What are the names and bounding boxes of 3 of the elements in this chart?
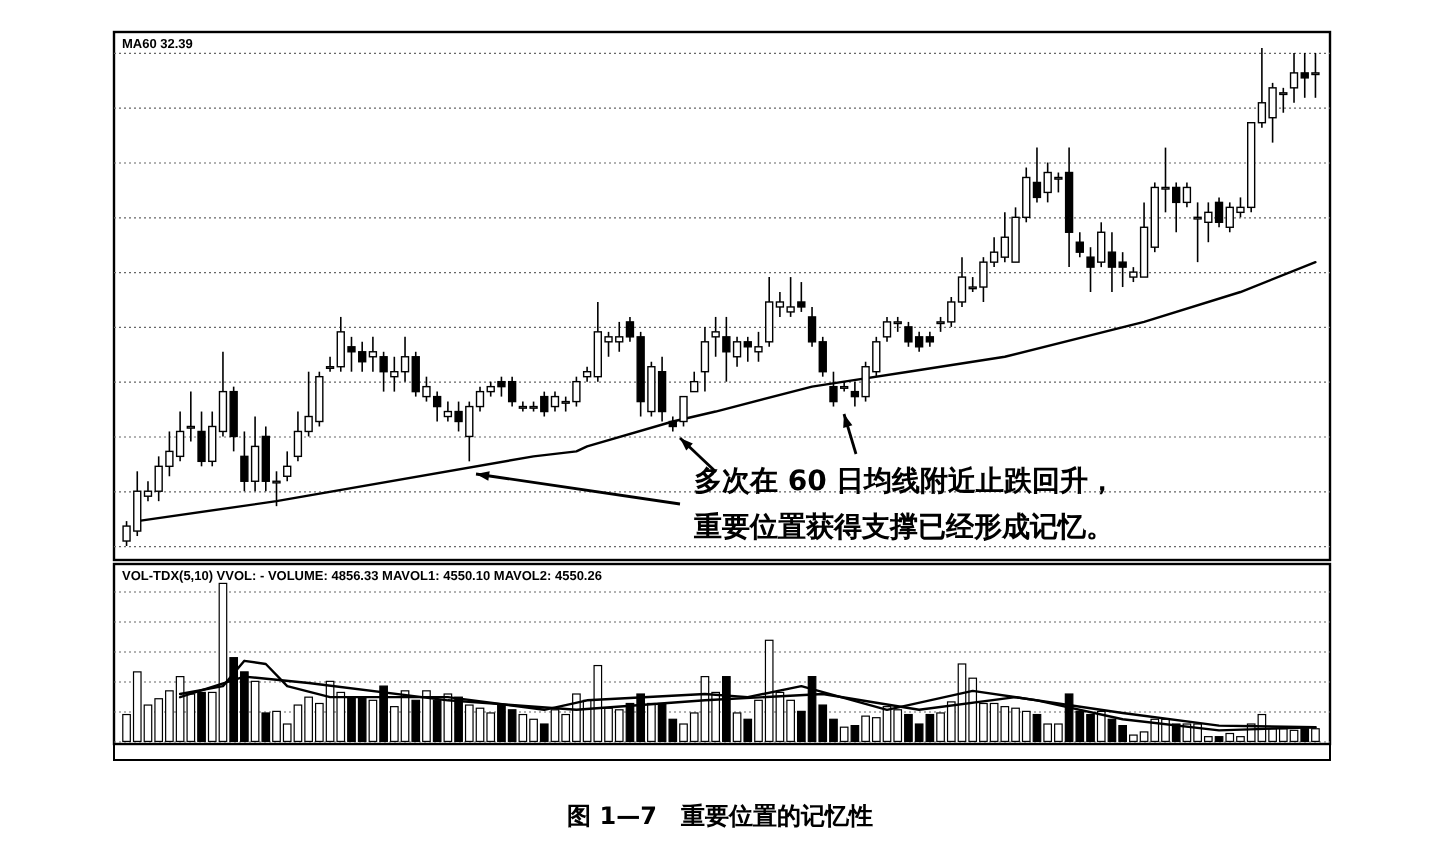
caption: 图 1—7 重要位置的记忆性 <box>567 802 873 830</box>
annotation: 多次在 60 日均线附近止跌回升， <box>694 464 1117 498</box>
annotation: 重要位置获得支撑已经形成记忆。 <box>692 512 1114 544</box>
